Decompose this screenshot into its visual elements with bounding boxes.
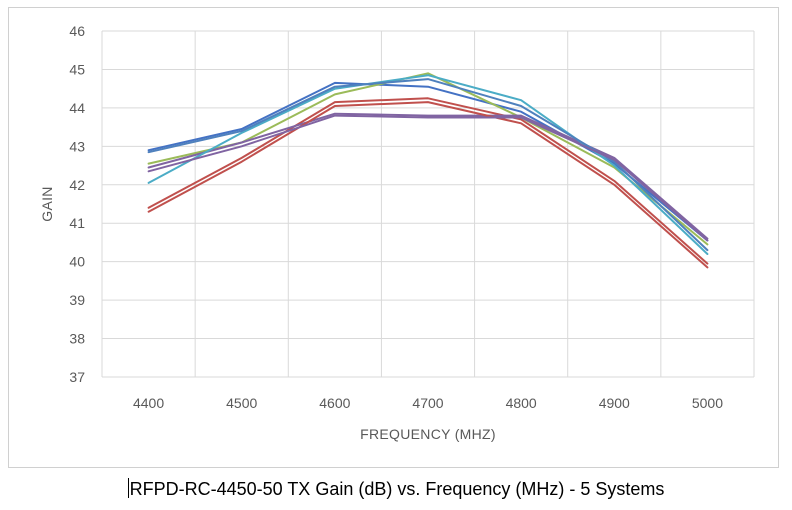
x-tick-labels: 4400 4500 4600 4700 4800 4900 5000 bbox=[133, 395, 723, 411]
y-tick-label: 44 bbox=[69, 100, 85, 116]
y-tick-label: 43 bbox=[69, 138, 85, 154]
series-line-1 bbox=[147, 81, 709, 242]
y-tick-label: 42 bbox=[69, 177, 85, 193]
gain-vs-frequency-chart: 37 38 39 40 41 42 43 44 45 46 4400 4500 4600 4700 480… bbox=[39, 23, 755, 442]
y-tick-label: 41 bbox=[69, 215, 85, 231]
gridlines bbox=[101, 30, 755, 378]
y-tick-labels: 37 38 39 40 41 42 43 44 45 46 bbox=[69, 23, 85, 385]
x-tick-label: 4500 bbox=[226, 395, 257, 411]
text-cursor bbox=[127, 478, 129, 498]
y-tick-label: 37 bbox=[69, 369, 85, 385]
chart-frame bbox=[8, 7, 779, 468]
series-line-8 bbox=[147, 114, 709, 242]
y-tick-label: 38 bbox=[69, 331, 85, 347]
y-tick-label: 40 bbox=[69, 254, 85, 270]
x-tick-label: 4900 bbox=[599, 395, 630, 411]
series-line-4 bbox=[147, 112, 709, 240]
x-axis-title: FREQUENCY (MHZ) bbox=[360, 426, 496, 442]
series-line-2 bbox=[147, 97, 709, 265]
y-axis-title: GAIN bbox=[39, 186, 55, 221]
caption-text: RFPD-RC-4450-50 TX Gain (dB) vs. Frequen… bbox=[129, 479, 665, 499]
series-line-7 bbox=[147, 101, 709, 269]
x-tick-label: 4400 bbox=[133, 395, 164, 411]
figure-caption: RFPD-RC-4450-50 TX Gain (dB) vs. Frequen… bbox=[0, 478, 792, 500]
x-tick-label: 5000 bbox=[692, 395, 723, 411]
series-lines bbox=[147, 72, 709, 269]
x-tick-label: 4700 bbox=[412, 395, 443, 411]
y-tick-label: 46 bbox=[69, 23, 85, 39]
y-tick-label: 39 bbox=[69, 292, 85, 308]
x-tick-label: 4600 bbox=[319, 395, 350, 411]
series-line-6 bbox=[147, 78, 709, 252]
x-tick-label: 4800 bbox=[506, 395, 537, 411]
series-line-5 bbox=[147, 74, 709, 255]
y-tick-label: 45 bbox=[69, 61, 85, 77]
